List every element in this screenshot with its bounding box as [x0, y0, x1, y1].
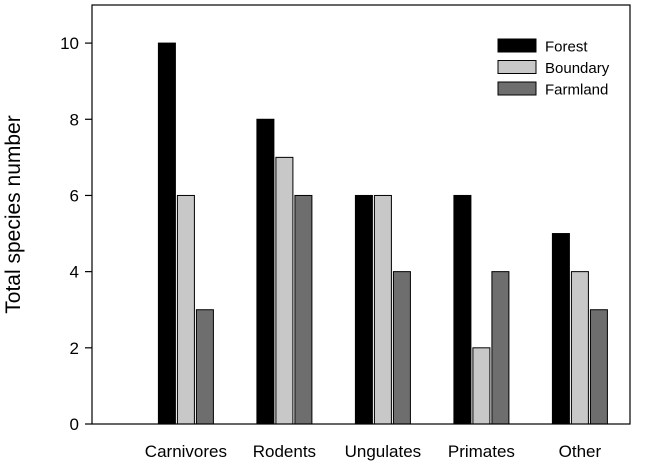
bar-forest-primates: [453, 194, 472, 425]
bar-boundary-primates: [472, 347, 491, 425]
y-tick-label: 10: [60, 34, 79, 53]
y-tick-label: 0: [70, 415, 79, 434]
x-tick-label: Other: [559, 442, 602, 461]
legend-swatch-forest: [497, 38, 537, 53]
bars: [157, 42, 608, 425]
bar-boundary-other: [570, 271, 589, 425]
bar-forest-carnivores: [157, 42, 176, 425]
bar-farmland-other: [589, 309, 608, 425]
bar-forest-ungulates: [354, 194, 373, 425]
bar-forest-other: [551, 233, 570, 425]
y-tick-label: 2: [70, 339, 79, 358]
legend-swatch-boundary: [497, 60, 537, 74]
y-axis-title: Total species number: [2, 115, 25, 313]
bar-farmland-ungulates: [392, 271, 411, 425]
legend-label-boundary: Boundary: [545, 60, 610, 77]
bar-farmland-carnivores: [195, 309, 214, 425]
x-tick-label: Primates: [448, 442, 515, 461]
x-tick-label: Ungulates: [345, 442, 422, 461]
bar-farmland-primates: [491, 271, 510, 425]
x-tick-labels: Carnivores Rodents Ungulates Primates Other: [145, 442, 602, 461]
y-tick-label: 4: [70, 263, 79, 282]
legend-swatch-farmland: [497, 81, 537, 96]
bar-forest-rodents: [256, 118, 275, 425]
legend-label-forest: Forest: [545, 39, 588, 56]
x-tick-label: Rodents: [253, 442, 316, 461]
bar-boundary-ungulates: [373, 194, 392, 425]
bar-boundary-rodents: [275, 156, 294, 425]
bar-farmland-rodents: [294, 194, 313, 425]
y-tick-label: 6: [70, 186, 79, 205]
legend-label-farmland: Farmland: [545, 82, 608, 99]
y-axis-title-group: Total species number: [2, 115, 25, 313]
y-ticks: 0 2 4 6 8 10: [60, 34, 92, 434]
x-tick-label: Carnivores: [145, 442, 227, 461]
y-tick-label: 8: [70, 110, 79, 129]
legend: Forest Boundary Farmland: [497, 38, 610, 99]
plot-frame: [91, 4, 631, 425]
bar-boundary-carnivores: [176, 194, 195, 425]
axes: [91, 4, 631, 425]
